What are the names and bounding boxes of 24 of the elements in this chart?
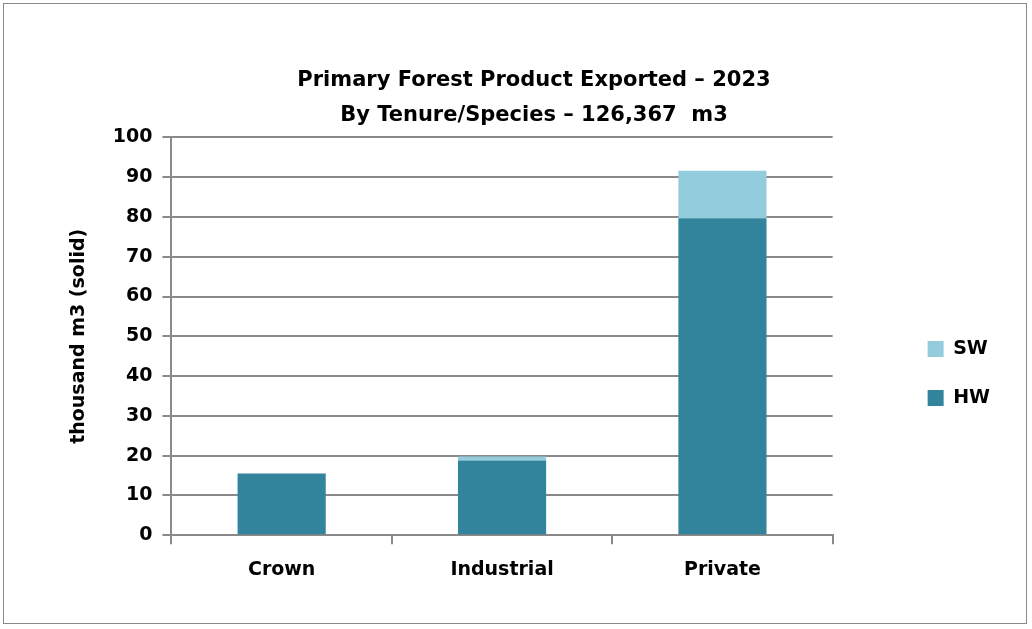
y-axis-title: thousand m3 (solid) [66,228,89,444]
legend-label: HW [953,384,991,407]
y-tick-label: 100 [112,124,153,147]
bar [457,456,547,461]
chart-title: Primary Forest Product Exported – 2023 [297,67,771,92]
y-tick-label: 80 [126,203,153,226]
bar [237,473,326,535]
y-tick-label: 20 [126,442,153,465]
y-tick-label: 60 [126,283,153,306]
y-tick-label: 0 [139,522,153,545]
x-tick-label: Crown [247,556,316,579]
x-tick-label: Private [683,556,761,579]
legend-label: SW [953,335,988,358]
y-tick-label: 40 [126,363,153,386]
bar [457,460,547,535]
bar [678,218,767,535]
y-tick-label: 50 [126,323,153,346]
chart-subtitle: By Tenure/Species – 126,367 m3 [340,102,728,127]
y-tick-label: 10 [126,482,153,505]
y-tick-label: 90 [126,164,153,187]
bar [678,170,767,219]
x-tick-label: Industrial [450,556,554,579]
y-tick-label: 30 [126,402,153,425]
y-tick-label: 70 [126,243,153,266]
